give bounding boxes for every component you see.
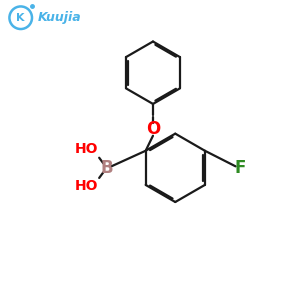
Text: Kuujia: Kuujia: [38, 11, 81, 24]
Text: B: B: [100, 159, 113, 177]
Text: K: K: [16, 13, 25, 23]
Text: O: O: [146, 120, 160, 138]
Text: HO: HO: [75, 142, 98, 156]
Text: F: F: [235, 159, 246, 177]
Text: HO: HO: [75, 179, 98, 193]
